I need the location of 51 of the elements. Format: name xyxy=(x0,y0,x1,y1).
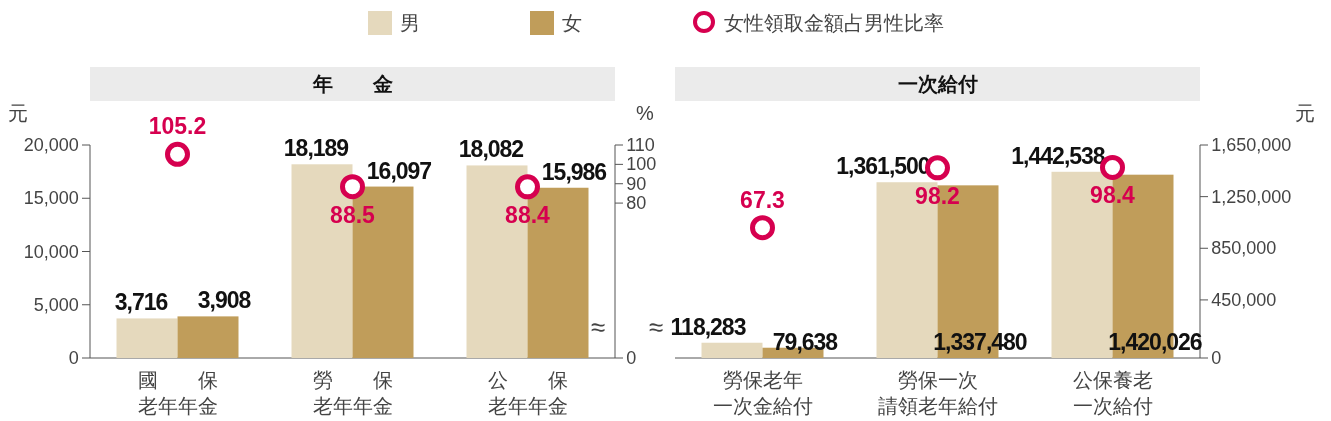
x-tick-label: 勞保老年一次金給付 xyxy=(712,369,813,417)
y-tick-label: 5,000 xyxy=(33,294,79,315)
data-label: 18,082 xyxy=(458,136,524,163)
y-tick-label: 15,000 xyxy=(23,188,79,209)
point xyxy=(340,174,365,200)
data-label: 98.4 xyxy=(1090,182,1136,209)
y-tick-label: 850,000 xyxy=(1211,238,1277,259)
bar xyxy=(177,316,239,358)
data-label: 3,716 xyxy=(114,289,168,316)
chart-title: 一次給付 xyxy=(897,73,978,95)
legend-label: 女性領取金額占男性比率 xyxy=(724,12,944,34)
annotation: ≈ xyxy=(590,312,605,342)
y-axis-title: 元 xyxy=(8,102,28,124)
y-tick-label: 1,250,000 xyxy=(1211,186,1292,207)
point xyxy=(515,174,540,200)
y-axis-title: 元 xyxy=(1295,102,1315,124)
data-label: 16,097 xyxy=(366,157,432,184)
data-label: 98.2 xyxy=(915,182,960,209)
y2-tick-label: 110 xyxy=(626,135,655,155)
y-tick-label: 20,000 xyxy=(23,135,79,155)
data-label: 1,442,538 xyxy=(1011,142,1106,169)
y2-axis-title: % xyxy=(636,102,655,124)
text: ≈ xyxy=(648,312,663,342)
data-label: 118,283 xyxy=(670,313,746,340)
x-tick-label: 勞保一次請領老年給付 xyxy=(877,369,998,417)
data-label: 18,189 xyxy=(283,135,349,162)
y-tick-label: 1,650,000 xyxy=(1211,135,1292,155)
y-tick-label: 10,000 xyxy=(23,241,79,262)
x-tick-label: 勞 保老年年金 xyxy=(312,369,393,417)
x-tick-label: 公 保老年年金 xyxy=(487,369,568,417)
bar xyxy=(701,342,763,358)
data-label: 105.2 xyxy=(148,113,207,140)
y2-tick-label: 80 xyxy=(626,193,647,214)
y-tick-label: 450,000 xyxy=(1211,289,1277,310)
y2-tick-label: 0 xyxy=(626,348,637,368)
y2-tick-label: 90 xyxy=(626,173,647,194)
data-label: 88.4 xyxy=(505,201,551,228)
legend-label: 女 xyxy=(562,12,582,34)
data-label: 88.5 xyxy=(330,201,376,228)
data-label: 15,986 xyxy=(541,158,607,185)
bar xyxy=(116,318,178,358)
y-tick-label: 0 xyxy=(1211,348,1222,368)
x-tick-label: 公保養老一次給付 xyxy=(1072,369,1153,417)
data-label: 3,908 xyxy=(197,287,252,314)
y2-tick-label: 100 xyxy=(626,154,657,175)
y-tick-label: 0 xyxy=(68,348,79,368)
data-label: 67.3 xyxy=(740,186,785,213)
point xyxy=(165,141,190,167)
chart-title: 年 金 xyxy=(311,73,393,95)
x-tick-label: 國 保老年年金 xyxy=(137,369,218,417)
legend-label: 男 xyxy=(400,12,420,34)
